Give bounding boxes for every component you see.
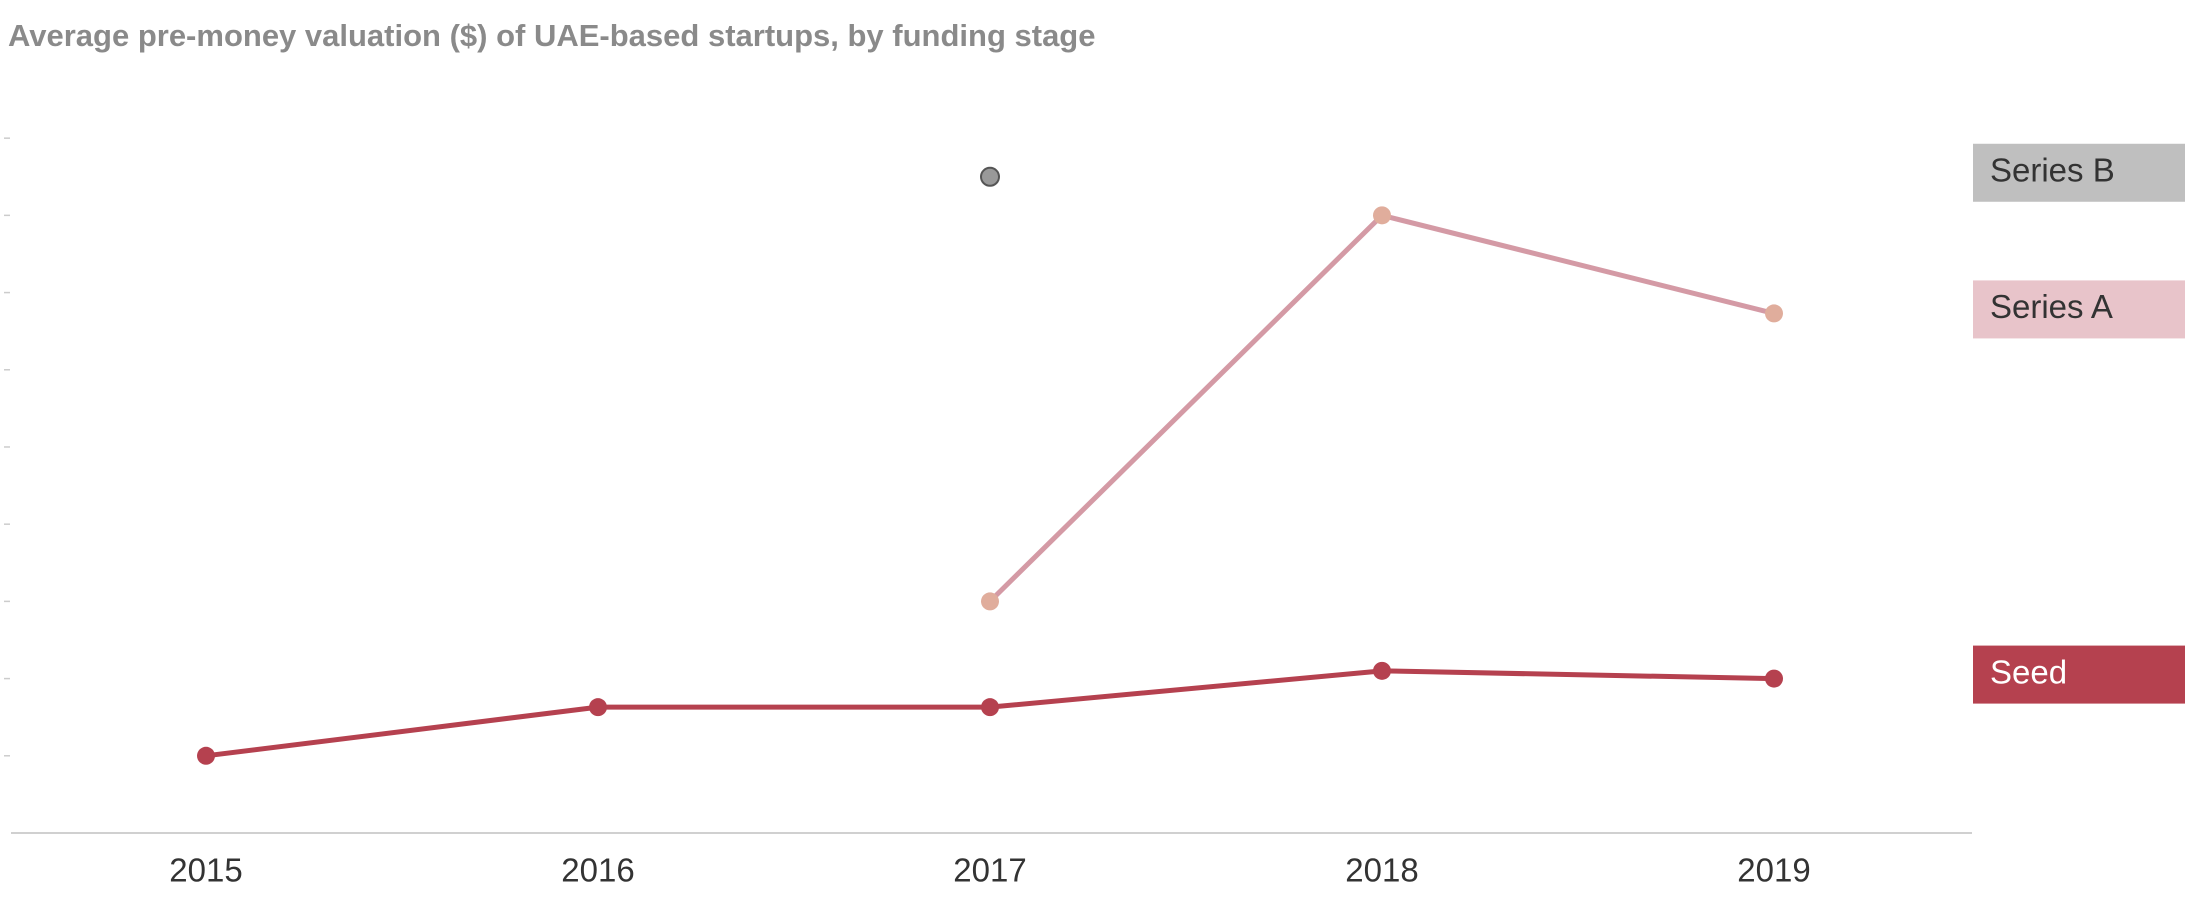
legend-label: Series B (1990, 151, 2115, 188)
data-point (1765, 669, 1783, 688)
legend-swatch (1973, 143, 2185, 202)
x-tick-label: 2019 (1737, 852, 1810, 889)
legend-label: Seed (1990, 653, 2067, 690)
series-line (988, 212, 1775, 604)
data-point (981, 592, 999, 611)
legend-swatch (1973, 645, 2185, 704)
data-point (197, 746, 215, 765)
data-point (1765, 304, 1783, 323)
data-point (980, 166, 1000, 187)
data-point (1373, 661, 1391, 680)
data-point (1373, 206, 1391, 225)
x-tick-label: 2018 (1345, 852, 1418, 889)
data-point (981, 698, 999, 717)
x-tick-label: 2017 (953, 852, 1026, 889)
legend-swatch (1973, 280, 2185, 339)
chart-title: Average pre-money valuation ($) of UAE-b… (8, 18, 1095, 53)
x-tick-label: 2015 (169, 852, 242, 889)
x-tick-label: 2016 (561, 852, 634, 889)
legend-label: Series A (1990, 288, 2113, 325)
data-point (589, 698, 607, 717)
